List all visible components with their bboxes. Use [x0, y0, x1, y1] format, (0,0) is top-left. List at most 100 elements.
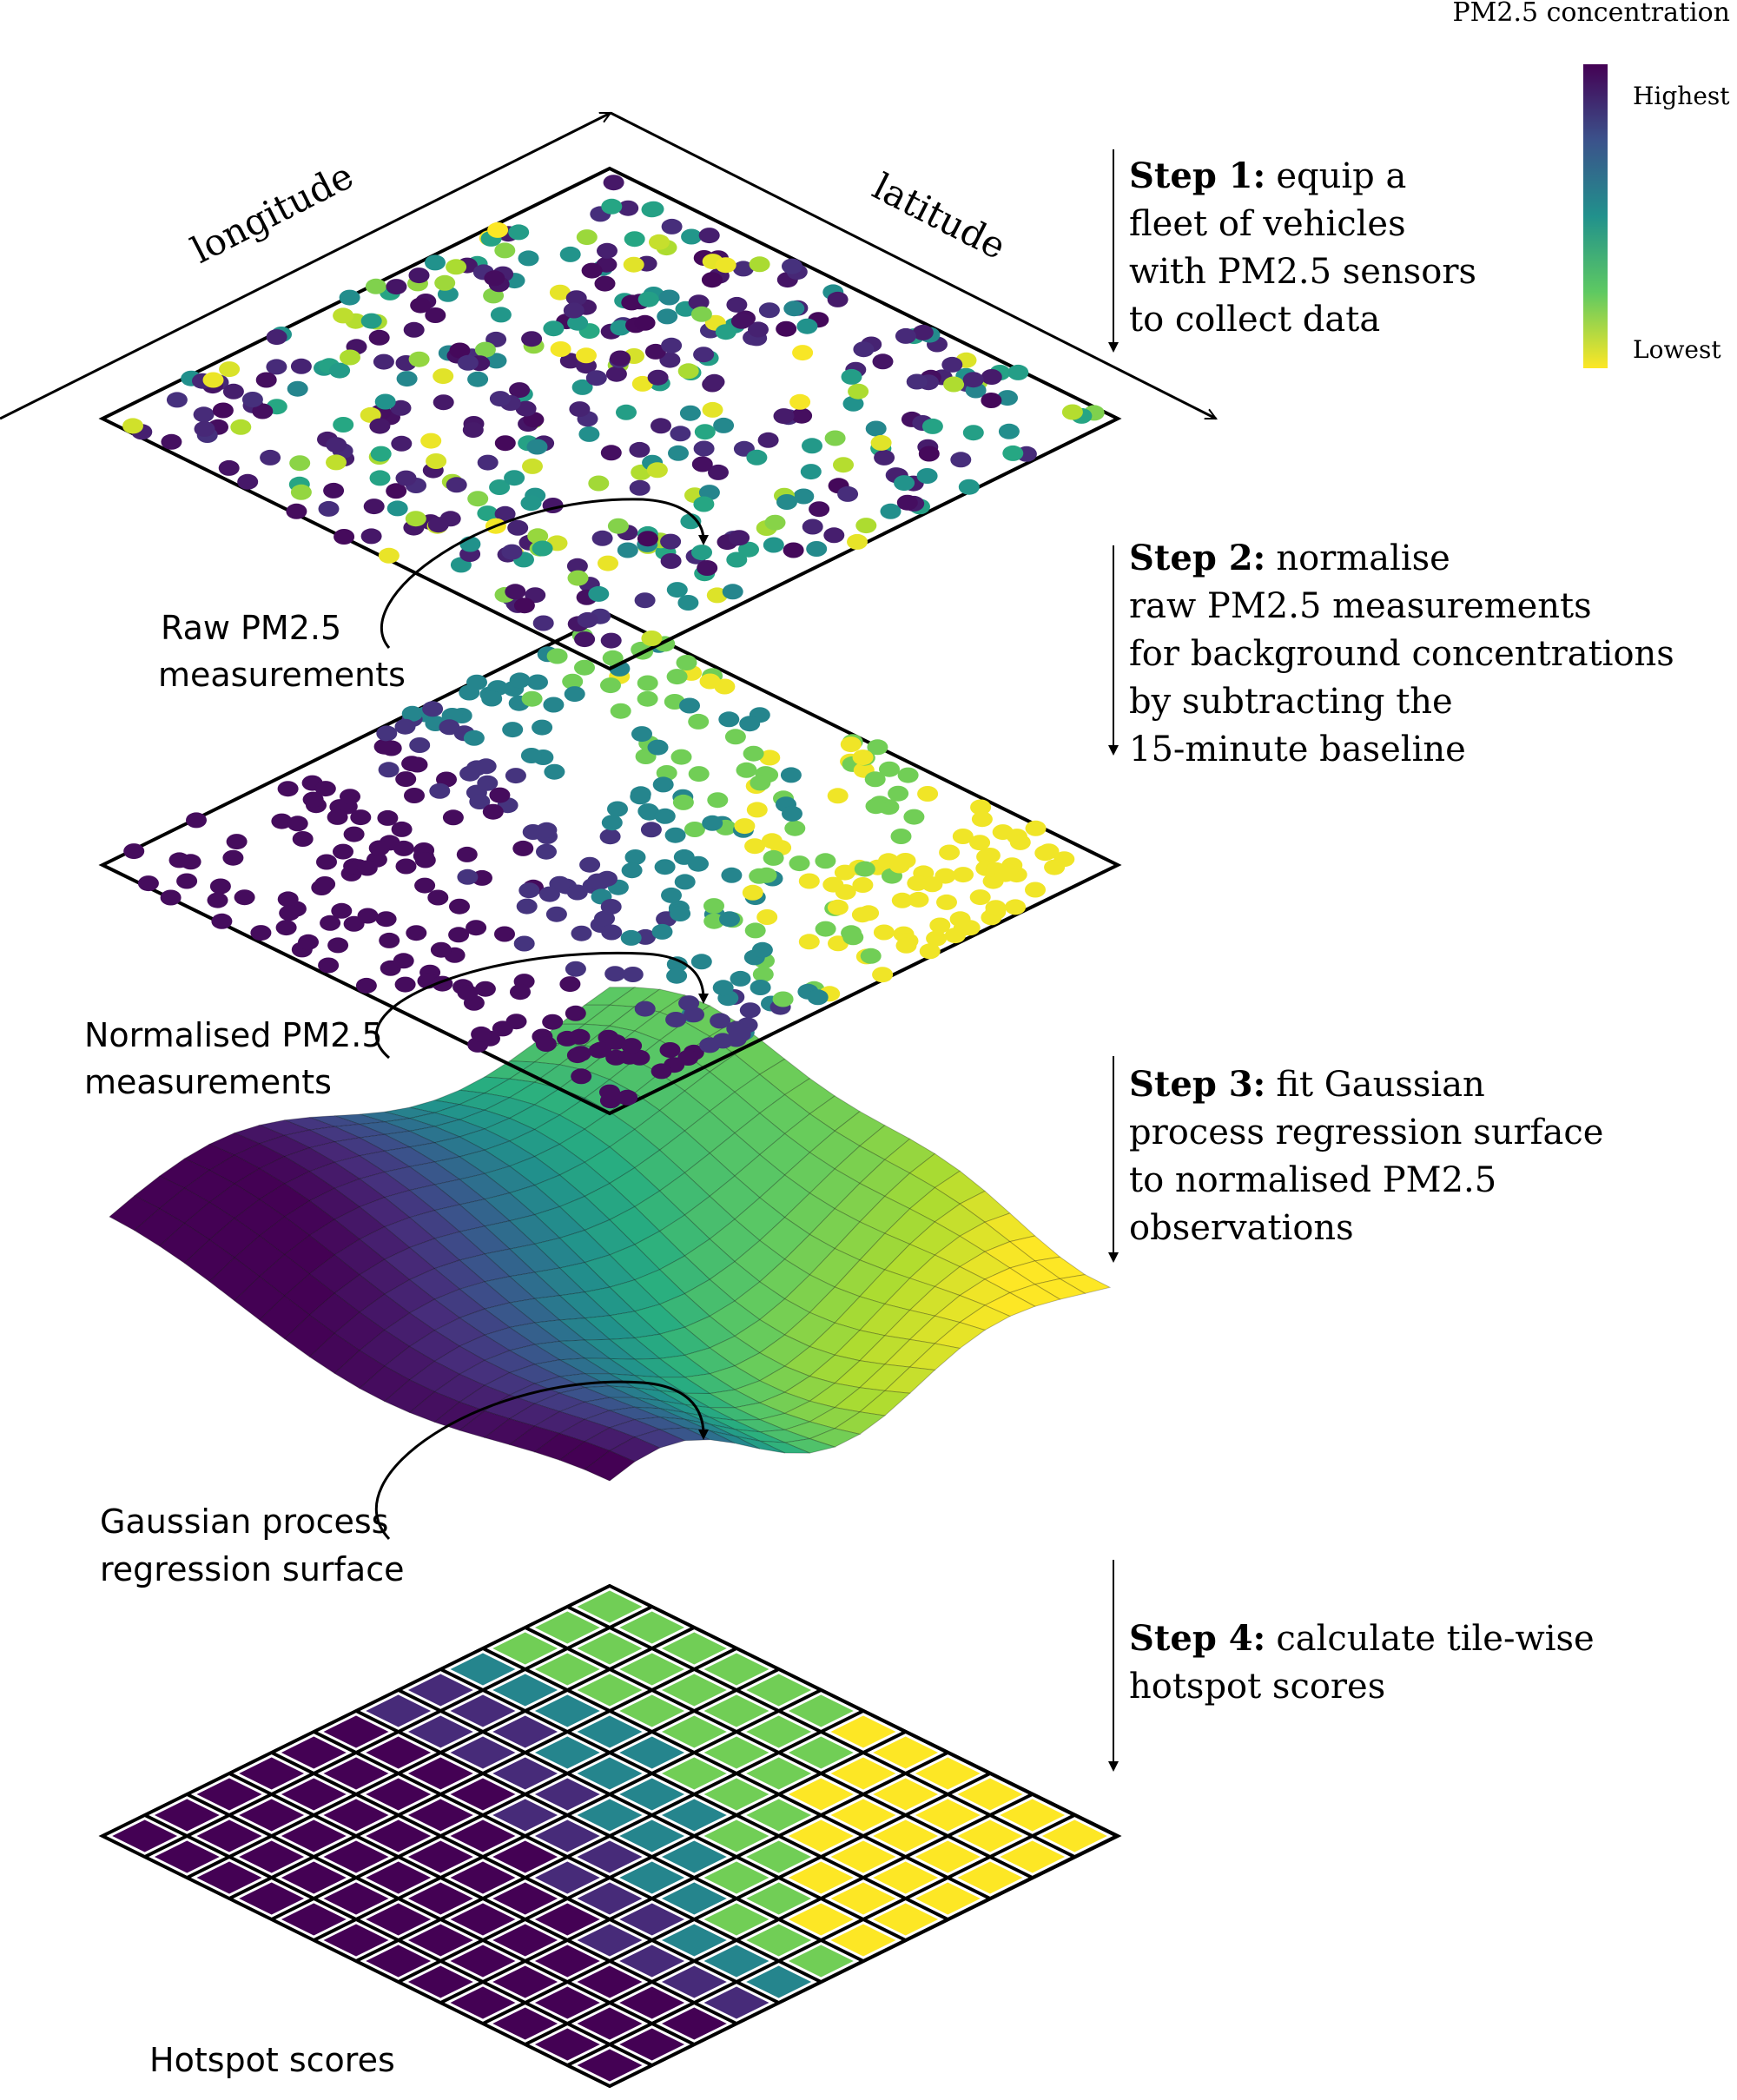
- hotspot-tile: [697, 1859, 776, 1897]
- measurement-point: [637, 291, 659, 307]
- measurement-point: [647, 369, 669, 386]
- measurement-point: [591, 1041, 611, 1058]
- step1-line4: to collect data: [1129, 300, 1380, 340]
- measurement-point: [676, 655, 697, 670]
- measurement-point: [202, 372, 224, 388]
- measurement-point: [394, 976, 416, 993]
- hotspot-tile: [613, 1900, 690, 1938]
- measurement-point: [513, 935, 535, 952]
- measurement-point: [652, 776, 674, 793]
- measurement-point: [290, 358, 312, 374]
- measurement-point: [865, 420, 887, 437]
- measurement-point: [374, 393, 396, 410]
- measurement-point: [921, 418, 943, 434]
- measurement-point: [489, 787, 511, 803]
- layer-border: [98, 612, 1122, 1116]
- measurement-point: [684, 822, 705, 837]
- measurement-point: [226, 834, 248, 850]
- measurement-point: [467, 491, 489, 507]
- measurement-point: [222, 849, 244, 866]
- measurement-point: [509, 382, 531, 399]
- measurement-point: [271, 813, 293, 829]
- measurement-point: [234, 889, 255, 906]
- measurement-point: [713, 417, 735, 433]
- measurement-point: [287, 816, 308, 832]
- hotspot-tile: [697, 1942, 776, 1980]
- measurement-point: [618, 200, 639, 216]
- measurement-point: [789, 855, 810, 872]
- colorbar-high-label: Highest: [1633, 82, 1730, 110]
- measurement-point: [659, 352, 681, 368]
- measurement-point: [137, 875, 159, 892]
- hotspot-tile: [529, 1608, 606, 1647]
- hotspot-tile: [740, 1754, 817, 1793]
- measurement-point: [168, 852, 190, 868]
- measurement-point: [252, 403, 274, 419]
- hotspot-tile: [317, 1921, 395, 1959]
- hotspot-tile: [402, 1713, 479, 1751]
- measurement-point: [721, 867, 743, 883]
- measurement-point: [620, 929, 642, 946]
- measurement-point: [916, 468, 938, 484]
- measurement-point: [386, 500, 408, 517]
- surface-facet: [709, 1430, 761, 1450]
- measurement-point: [241, 392, 263, 407]
- measurement-point: [521, 331, 543, 347]
- measurement-point: [588, 475, 610, 492]
- longitude-axis-arrow: [0, 111, 611, 420]
- measurement-point: [543, 697, 565, 713]
- measurement-point: [379, 932, 400, 948]
- step1-line1: Step 1: equip a: [1129, 155, 1406, 196]
- hotspot-tile: [486, 1879, 564, 1918]
- measurement-point: [750, 775, 771, 791]
- measurement-point: [666, 669, 688, 685]
- measurement-point: [542, 1014, 564, 1030]
- latitude-axis-arrow: [610, 111, 1216, 420]
- measurement-point: [837, 485, 859, 502]
- measurement-point: [654, 859, 676, 875]
- measurement-point: [641, 201, 663, 218]
- measurement-point: [406, 756, 428, 773]
- measurement-point: [752, 966, 774, 982]
- hotspot-tile: [656, 1921, 733, 1959]
- measurement-point: [903, 809, 925, 825]
- hotspot-tile: [867, 1733, 944, 1772]
- measurement-point: [434, 274, 456, 291]
- measurement-point: [732, 261, 754, 277]
- measurement-point: [677, 595, 699, 611]
- measurement-point: [355, 977, 377, 994]
- step2-line3: for background concentrations: [1129, 634, 1674, 674]
- measurement-point: [277, 891, 299, 908]
- step3-line1: Step 3: fit Gaussian: [1129, 1064, 1485, 1105]
- measurement-point: [897, 767, 919, 783]
- measurement-point: [623, 256, 644, 273]
- measurement-point: [559, 246, 581, 262]
- surface-facet: [584, 1450, 636, 1482]
- measurement-point: [422, 701, 444, 717]
- measurement-point: [1053, 851, 1075, 868]
- measurement-point: [894, 475, 915, 492]
- hotspot-tile: [486, 1796, 564, 1834]
- measurement-point: [918, 446, 940, 462]
- measurement-point: [376, 725, 398, 742]
- measurement-point: [847, 533, 868, 550]
- hotspot-tile: [275, 1859, 353, 1897]
- measurement-point: [518, 250, 539, 267]
- measurement-point: [997, 390, 1018, 406]
- measurement-point: [391, 435, 413, 452]
- measurement-point: [457, 868, 479, 885]
- hotspot-tile: [444, 1733, 522, 1772]
- gp-label-line2: regression surface: [100, 1550, 404, 1588]
- measurement-point: [508, 224, 530, 241]
- measurement-point: [386, 483, 407, 499]
- measurement-point: [950, 452, 972, 468]
- measurement-point: [670, 426, 691, 442]
- measurement-point: [998, 423, 1020, 439]
- measurement-point: [485, 353, 507, 369]
- measurement-point: [670, 749, 692, 765]
- measurement-point: [722, 584, 743, 600]
- measurement-point: [641, 631, 663, 646]
- measurement-point: [446, 259, 467, 275]
- measurement-point: [504, 470, 525, 486]
- measurement-point: [505, 768, 526, 784]
